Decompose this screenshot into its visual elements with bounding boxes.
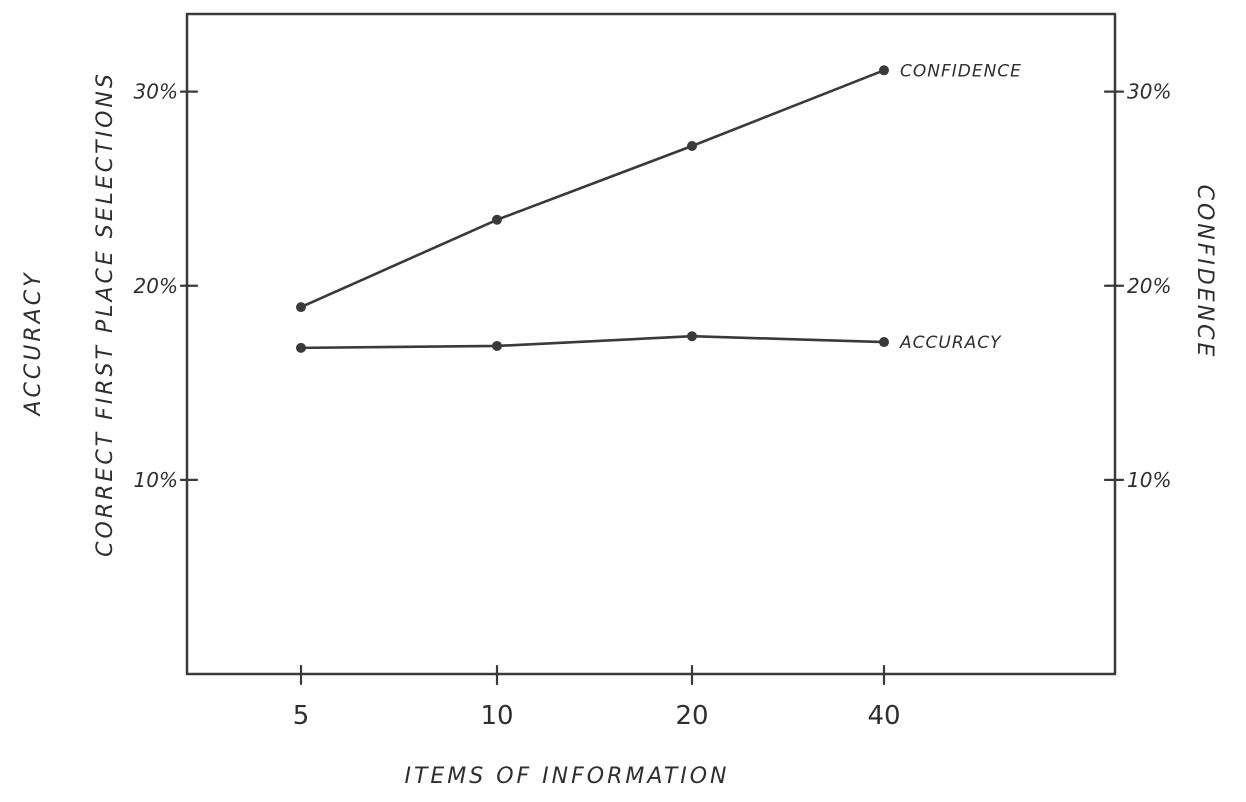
data-point-confidence (492, 214, 502, 225)
series-label-accuracy: ACCURACY (899, 333, 1002, 353)
data-point-confidence (687, 141, 697, 151)
data-point-accuracy (296, 342, 306, 353)
series-label-confidence: CONFIDENCE (900, 61, 1022, 81)
x-axis-ticks: 5 10 20 40 (293, 664, 901, 731)
right-axis-ticks: 10% 20% 30% (1103, 80, 1171, 492)
x-axis-label: ITEMS OF INFORMATION (404, 764, 729, 789)
series-line-accuracy (299, 334, 886, 350)
x-tick-label: 5 (293, 701, 310, 731)
data-point-accuracy (879, 337, 889, 348)
left-tick-label: 10% (134, 468, 178, 492)
right-tick-label: 30% (1127, 80, 1171, 104)
x-tick-label: 10 (480, 701, 513, 731)
series-lines (299, 68, 886, 350)
data-point-confidence (879, 65, 889, 76)
left-tick-label: 30% (134, 80, 178, 104)
series-points (296, 65, 889, 353)
series-labels: CONFIDENCE ACCURACY (899, 61, 1022, 353)
left-axis-label-outer: ACCURACY (21, 270, 46, 417)
right-tick-label: 20% (1127, 274, 1171, 298)
left-axis-label-inner: CORRECT FIRST PLACE SELECTIONS (93, 71, 118, 557)
data-point-confidence (296, 302, 306, 313)
x-tick-label: 40 (867, 701, 900, 731)
x-tick-label: 20 (675, 701, 708, 731)
data-point-accuracy (687, 331, 697, 342)
right-axis-label: CONFIDENCE (1192, 185, 1217, 360)
plot-frame (185, 12, 1117, 676)
left-axis-ticks: 10% 20% 30% (134, 80, 199, 492)
series-line-confidence (299, 68, 886, 309)
left-tick-label: 20% (134, 274, 178, 298)
right-tick-label: 10% (1127, 468, 1171, 492)
data-point-accuracy (492, 340, 502, 351)
